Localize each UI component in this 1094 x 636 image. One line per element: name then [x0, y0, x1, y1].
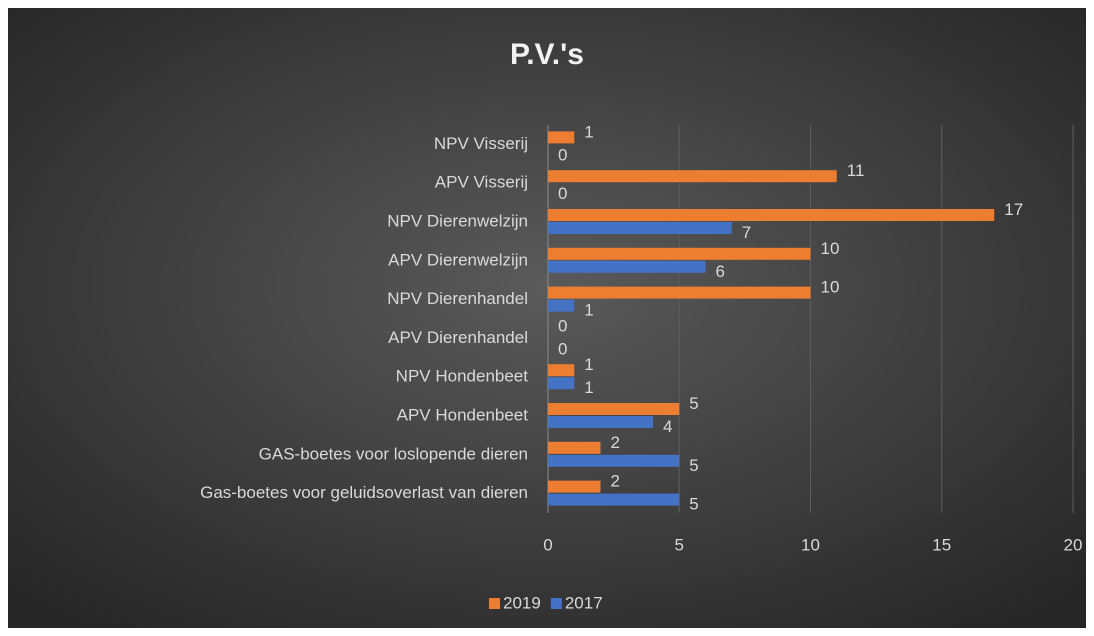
- x-tick-label: 15: [932, 535, 951, 554]
- chart-background: [8, 8, 1086, 628]
- data-label: 4: [663, 417, 672, 436]
- data-label: 6: [716, 262, 725, 281]
- bar: [548, 364, 575, 377]
- data-label: 0: [558, 316, 567, 335]
- y-tick-label: NPV Hondenbeet: [396, 367, 529, 386]
- data-label: 5: [689, 394, 698, 413]
- bar: [548, 493, 680, 506]
- legend-swatch: [550, 598, 562, 609]
- y-tick-label: NPV Visserij: [434, 134, 528, 153]
- bar: [548, 299, 575, 312]
- data-label: 17: [1004, 200, 1023, 219]
- data-label: 2: [611, 472, 620, 491]
- data-label: 0: [558, 339, 567, 358]
- bar: [548, 131, 575, 144]
- y-tick-label: GAS-boetes voor loslopende dieren: [259, 444, 528, 463]
- y-tick-label: APV Hondenbeet: [397, 405, 529, 424]
- x-tick-label: 10: [801, 535, 820, 554]
- bar: [548, 247, 811, 260]
- bar: [548, 377, 575, 390]
- chart-title: P.V.'s: [510, 38, 584, 71]
- x-tick-label: 20: [1064, 535, 1083, 554]
- y-tick-label: NPV Dierenwelzijn: [387, 211, 528, 230]
- data-label: 1: [584, 355, 593, 374]
- bar: [548, 286, 811, 299]
- y-tick-label: APV Dierenwelzijn: [388, 250, 528, 269]
- y-tick-label: APV Visserij: [435, 173, 528, 192]
- data-label: 1: [584, 122, 593, 141]
- data-label: 10: [821, 278, 840, 297]
- data-label: 0: [558, 145, 567, 164]
- legend-label: 2019: [503, 593, 541, 612]
- data-label: 5: [689, 495, 698, 514]
- bar: [548, 209, 995, 221]
- bar: [548, 416, 653, 428]
- y-tick-label: APV Dierenhandel: [388, 328, 528, 347]
- data-label: 1: [584, 301, 593, 320]
- data-label: 7: [742, 223, 751, 242]
- bar: [548, 260, 706, 273]
- bar: [548, 441, 601, 454]
- bar: [548, 454, 680, 467]
- bar: [548, 480, 601, 493]
- legend-label: 2017: [565, 593, 603, 612]
- data-label: 5: [689, 456, 698, 475]
- data-label: 1: [584, 378, 593, 397]
- x-tick-label: 5: [675, 535, 684, 554]
- data-label: 2: [611, 433, 620, 452]
- y-tick-label: Gas-boetes voor geluidsoverlast van dier…: [200, 483, 528, 502]
- data-label: 0: [558, 184, 567, 203]
- data-label: 10: [821, 239, 840, 258]
- bar: [548, 222, 732, 234]
- x-tick-label: 0: [543, 535, 552, 554]
- data-label: 11: [847, 161, 865, 180]
- legend-swatch: [489, 598, 500, 609]
- bar: [548, 403, 680, 415]
- y-tick-label: NPV Dierenhandel: [387, 289, 528, 308]
- bar: [548, 170, 837, 183]
